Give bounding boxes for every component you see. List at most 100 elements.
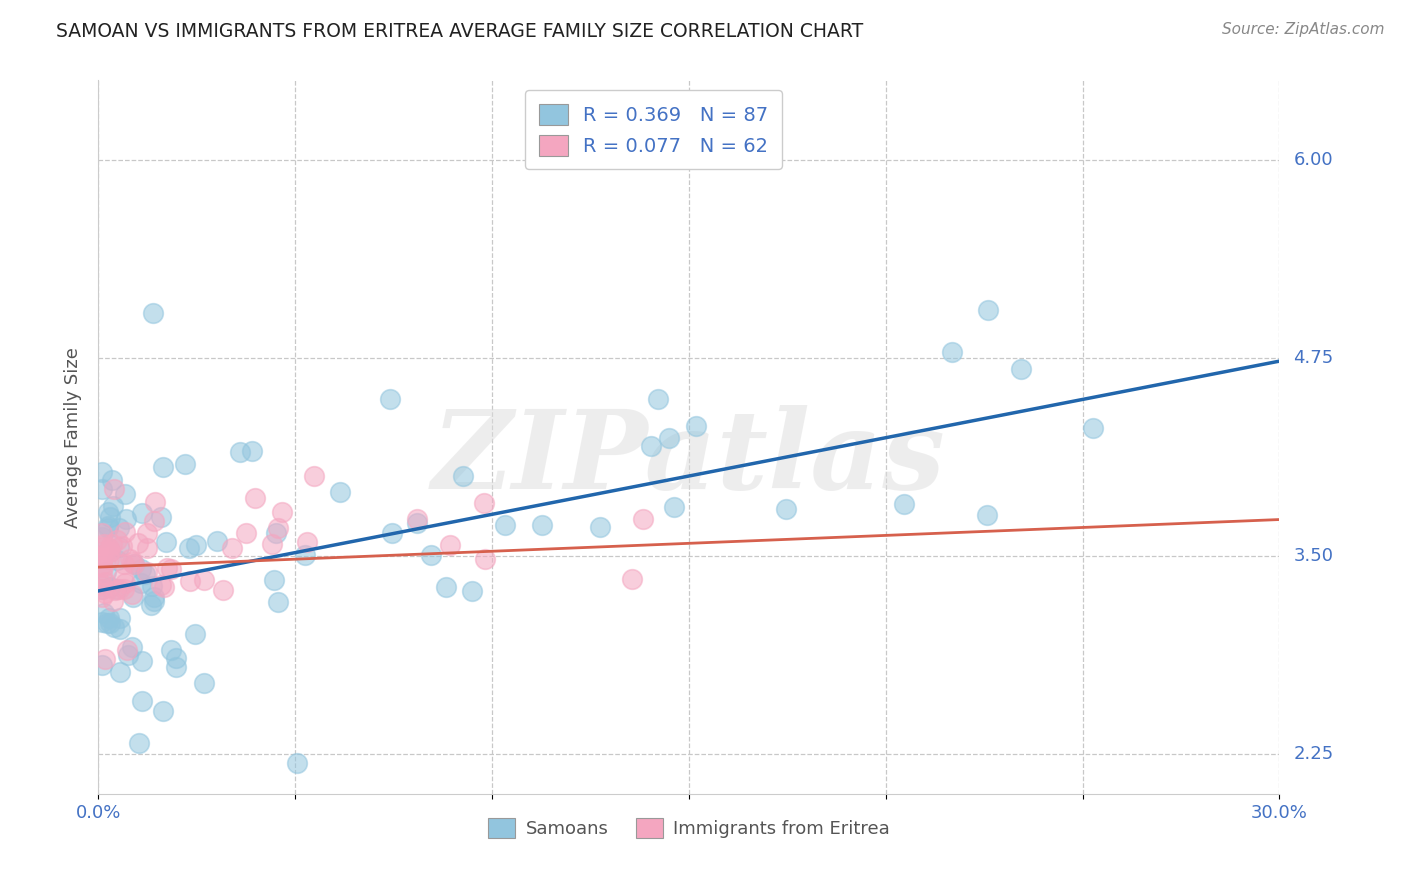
Point	[108, 622, 131, 636]
Point	[121, 640, 143, 654]
Point	[115, 512, 138, 526]
Point	[263, 573, 285, 587]
Point	[640, 439, 662, 453]
Point	[184, 626, 207, 640]
Point	[266, 521, 288, 535]
Point	[112, 571, 135, 585]
Point	[159, 561, 181, 575]
Point	[103, 482, 125, 496]
Point	[121, 555, 143, 569]
Point	[474, 551, 496, 566]
Point	[142, 306, 165, 320]
Point	[662, 500, 685, 515]
Point	[977, 302, 1000, 317]
Point	[245, 491, 267, 505]
Point	[98, 543, 121, 558]
Point	[136, 526, 159, 541]
Point	[94, 566, 117, 580]
Point	[122, 557, 145, 571]
Point	[633, 511, 655, 525]
Point	[91, 530, 114, 544]
Point	[114, 487, 136, 501]
Point	[174, 457, 197, 471]
Point	[434, 580, 457, 594]
Point	[165, 651, 187, 665]
Point	[893, 497, 915, 511]
Point	[91, 615, 114, 629]
Point	[101, 594, 124, 608]
Point	[1010, 362, 1032, 376]
Point	[104, 583, 127, 598]
Point	[101, 537, 124, 551]
Point	[129, 562, 152, 576]
Point	[620, 572, 643, 586]
Point	[329, 485, 352, 500]
Point	[91, 526, 114, 541]
Point	[530, 518, 553, 533]
Point	[242, 443, 264, 458]
Point	[160, 642, 183, 657]
Point	[91, 482, 114, 496]
Text: 6.00: 6.00	[1294, 151, 1333, 169]
Point	[184, 537, 207, 551]
Point	[775, 502, 797, 516]
Point	[97, 551, 120, 566]
Point	[94, 575, 117, 590]
Point	[93, 537, 115, 551]
Point	[152, 704, 174, 718]
Point	[91, 582, 114, 597]
Point	[98, 545, 121, 559]
Point	[107, 521, 129, 535]
Point	[589, 519, 612, 533]
Point	[152, 459, 174, 474]
Point	[453, 468, 475, 483]
Point	[150, 578, 173, 592]
Point	[378, 392, 401, 406]
Text: Source: ZipAtlas.com: Source: ZipAtlas.com	[1222, 22, 1385, 37]
Point	[941, 344, 963, 359]
Point	[94, 652, 117, 666]
Point	[91, 541, 114, 555]
Point	[131, 654, 153, 668]
Text: 2.25: 2.25	[1294, 745, 1334, 764]
Point	[105, 553, 128, 567]
Point	[143, 494, 166, 508]
Point	[97, 519, 120, 533]
Point	[658, 431, 681, 445]
Point	[100, 473, 122, 487]
Point	[114, 524, 136, 539]
Point	[460, 583, 482, 598]
Point	[121, 591, 143, 605]
Point	[91, 465, 114, 479]
Y-axis label: Average Family Size: Average Family Size	[63, 347, 82, 527]
Point	[193, 573, 215, 587]
Point	[420, 548, 443, 562]
Point	[91, 657, 114, 672]
Point	[91, 582, 114, 597]
Point	[100, 580, 122, 594]
Point	[494, 517, 516, 532]
Point	[136, 565, 159, 579]
Point	[165, 660, 187, 674]
Point	[96, 615, 118, 630]
Point	[96, 521, 118, 535]
Point	[100, 615, 122, 630]
Point	[193, 676, 215, 690]
Point	[439, 538, 461, 552]
Point	[141, 579, 163, 593]
Point	[264, 525, 287, 540]
Text: 3.50: 3.50	[1294, 547, 1333, 565]
Point	[142, 593, 165, 607]
Point	[91, 566, 114, 581]
Point	[472, 495, 495, 509]
Point	[128, 736, 150, 750]
Point	[262, 537, 284, 551]
Text: 4.75: 4.75	[1294, 349, 1334, 367]
Point	[117, 648, 139, 662]
Point	[381, 526, 404, 541]
Point	[406, 512, 429, 526]
Point	[155, 534, 177, 549]
Point	[91, 560, 114, 574]
Point	[156, 561, 179, 575]
Point	[287, 756, 309, 770]
